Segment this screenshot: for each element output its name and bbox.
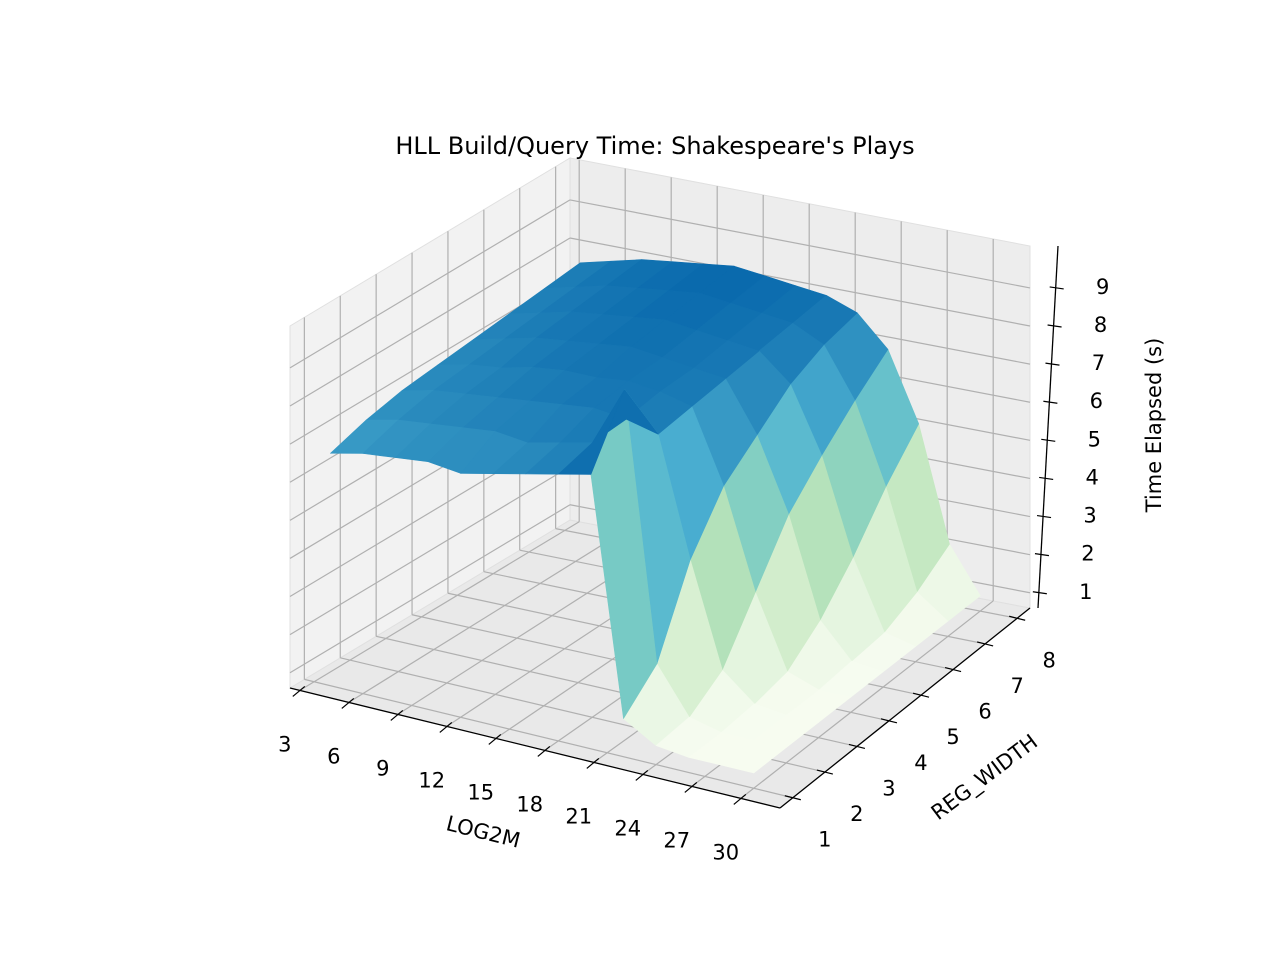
x-tick-label: 9 [376, 756, 389, 780]
x-tick-label: 15 [467, 780, 494, 804]
y-tick-label: 6 [978, 700, 991, 724]
y-tick-label: 8 [1042, 648, 1055, 672]
grid-line [289, 199, 571, 369]
tick-mark [1047, 324, 1062, 328]
tick-mark [1034, 553, 1050, 557]
y-axis-line [779, 607, 1031, 809]
y-tick-label: 7 [1010, 674, 1023, 698]
x-tick-label: 18 [516, 792, 543, 816]
x-tick-label: 6 [327, 744, 340, 768]
z-tick-label: 2 [1081, 542, 1094, 566]
x-tick-label: 24 [614, 816, 641, 840]
z-tick-label: 6 [1090, 389, 1103, 413]
tick-mark [684, 781, 698, 793]
grid-line [299, 521, 580, 691]
y-tick-label: 1 [818, 828, 831, 852]
z-tick-label: 9 [1096, 275, 1109, 299]
z-tick-label: 4 [1085, 465, 1098, 489]
tick-mark [1032, 591, 1047, 595]
x-tick-label: 27 [663, 828, 690, 852]
tick-mark [439, 721, 453, 733]
tick-mark [635, 769, 649, 781]
grid-line [289, 504, 571, 674]
surface-patch [720, 739, 787, 774]
tick-mark [733, 793, 747, 805]
z-axis-line [1037, 245, 1059, 609]
tick-mark [537, 745, 551, 757]
tick-mark [1039, 476, 1054, 481]
y-tick-label: 4 [914, 751, 927, 775]
grid-line [304, 678, 793, 799]
z-tick-label: 7 [1092, 351, 1105, 375]
tick-mark [1041, 438, 1056, 442]
x-tick-label: 3 [278, 732, 291, 756]
z-tick-label: 3 [1083, 504, 1096, 528]
tick-mark [1049, 286, 1064, 290]
x-tick-label: 30 [712, 840, 739, 864]
tick-mark [292, 685, 306, 697]
z-tick-label: 1 [1079, 580, 1092, 604]
x-tick-label: 21 [565, 804, 592, 828]
z-axis-label: Time Elapsed (s) [1142, 338, 1166, 514]
x-axis-line [289, 687, 781, 809]
y-tick-label: 2 [850, 802, 863, 826]
z-tick-label: 8 [1094, 313, 1107, 337]
x-tick-label: 12 [418, 768, 445, 792]
grid-line [289, 466, 571, 636]
tick-mark [1043, 400, 1058, 404]
tick-mark [390, 709, 404, 721]
grid-line [289, 237, 571, 407]
chart-title: HLL Build/Query Time: Shakespeare's Play… [395, 132, 914, 160]
grid-line [569, 237, 1031, 327]
grid-line [348, 530, 626, 703]
tick-mark [1036, 514, 1052, 519]
grid-line [569, 199, 1031, 289]
y-tick-label: 3 [882, 776, 895, 800]
tick-mark [1045, 362, 1060, 366]
surface-patch [558, 389, 625, 475]
tick-mark [488, 733, 502, 745]
tick-mark [341, 697, 355, 709]
y-tick-label: 5 [946, 725, 959, 749]
grid-line [740, 600, 994, 799]
surface [330, 259, 981, 774]
z-tick-label: 5 [1088, 427, 1101, 451]
tick-mark [586, 757, 600, 769]
